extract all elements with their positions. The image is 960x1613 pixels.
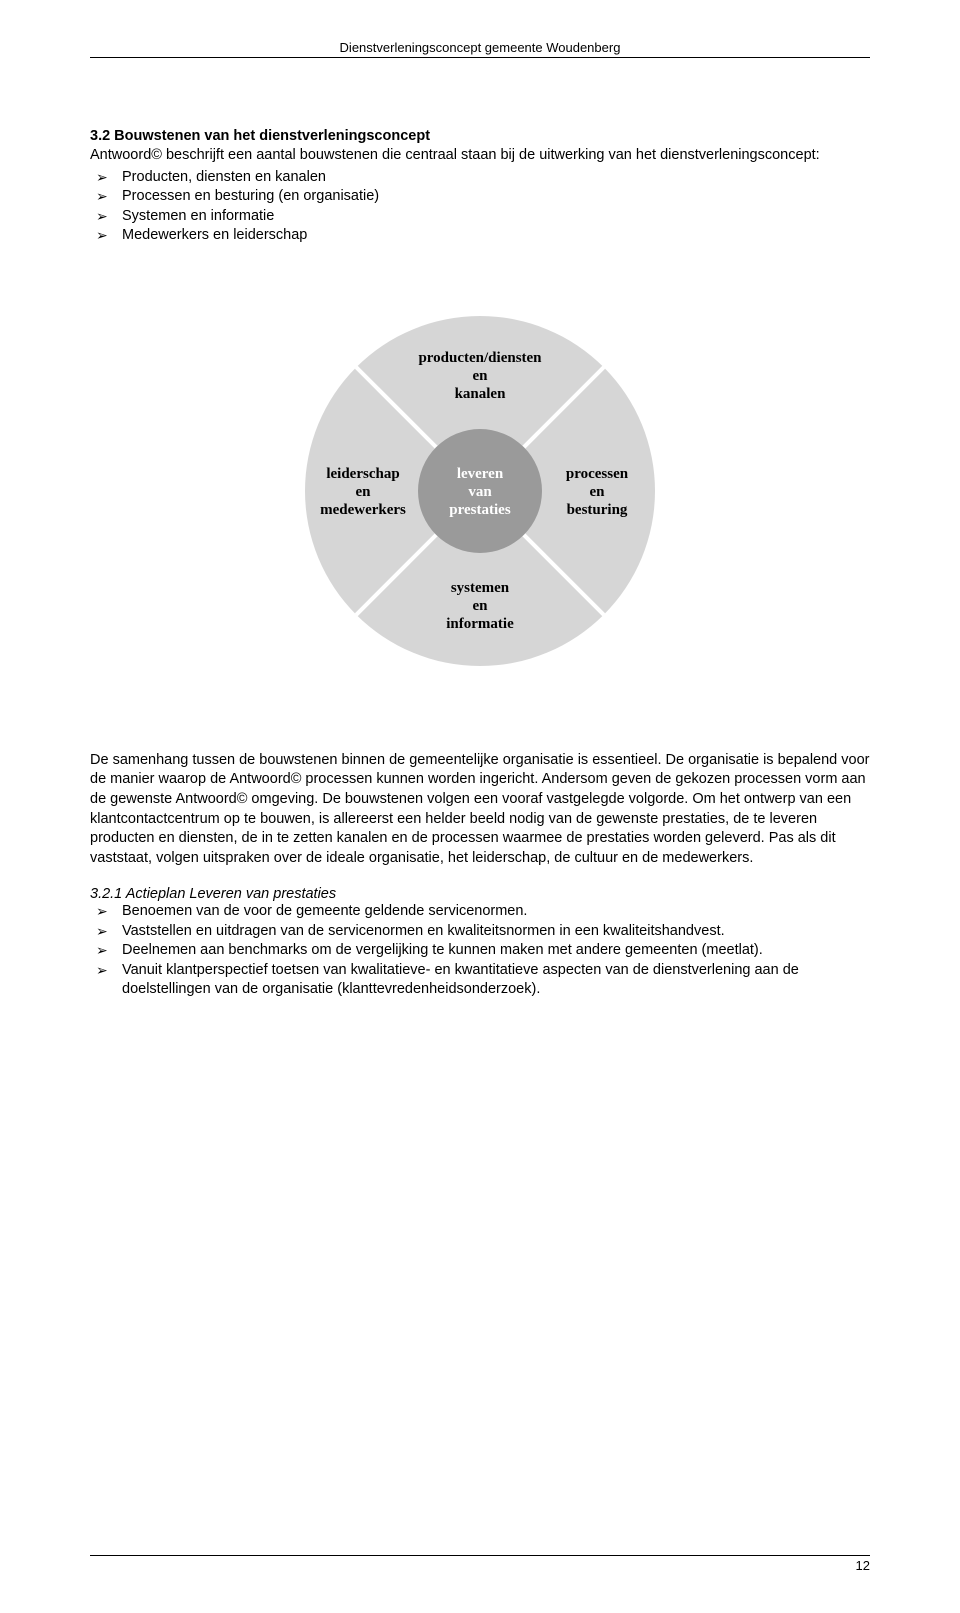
subsection-bullet-list: Benoemen van de voor de gemeente geldend… — [90, 902, 870, 1000]
page-number: 12 — [856, 1558, 870, 1573]
list-item: Processen en besturing (en organisatie) — [90, 187, 870, 207]
section-intro: Antwoord© beschrijft een aantal bouwsten… — [90, 146, 870, 166]
diagram-left-line1: leiderschap — [326, 466, 399, 482]
diagram-right-line3: besturing — [567, 502, 628, 518]
diagram-center-line3: prestaties — [449, 502, 511, 518]
bouwstenen-diagram: leveren van prestaties producten/dienste… — [90, 276, 870, 711]
page-header: Dienstverleningsconcept gemeente Woudenb… — [90, 40, 870, 58]
list-item: Benoemen van de voor de gemeente geldend… — [90, 902, 870, 922]
body-paragraph: De samenhang tussen de bouwstenen binnen… — [90, 751, 870, 868]
diagram-right-line1: processen — [566, 466, 629, 482]
diagram-svg: leveren van prestaties producten/dienste… — [265, 276, 695, 706]
diagram-top-line3: kanalen — [455, 386, 507, 402]
diagram-top-line1: producten/diensten — [418, 350, 542, 366]
diagram-top-line2: en — [473, 368, 489, 384]
diagram-bottom-line1: systemen — [451, 580, 510, 596]
diagram-center-line2: van — [468, 484, 492, 500]
list-item: Medewerkers en leiderschap — [90, 226, 870, 246]
diagram-left-line2: en — [356, 484, 372, 500]
section-title: 3.2 Bouwstenen van het dienstverleningsc… — [90, 128, 870, 144]
diagram-bottom-line2: en — [473, 598, 489, 614]
list-item: Deelnemen aan benchmarks om de vergelijk… — [90, 941, 870, 961]
list-item: Vanuit klantperspectief toetsen van kwal… — [90, 961, 870, 1000]
diagram-bottom-line3: informatie — [446, 616, 514, 632]
list-item: Vaststellen en uitdragen van de servicen… — [90, 922, 870, 942]
page-footer: 12 — [90, 1555, 870, 1573]
diagram-right-line2: en — [590, 484, 606, 500]
list-item: Producten, diensten en kanalen — [90, 168, 870, 188]
diagram-center-line1: leveren — [457, 466, 504, 482]
diagram-left-line3: medewerkers — [320, 502, 406, 518]
list-item: Systemen en informatie — [90, 207, 870, 227]
page: Dienstverleningsconcept gemeente Woudenb… — [0, 0, 960, 1613]
section-bullet-list: Producten, diensten en kanalen Processen… — [90, 168, 870, 246]
subsection-title: 3.2.1 Actieplan Leveren van prestaties — [90, 886, 870, 902]
